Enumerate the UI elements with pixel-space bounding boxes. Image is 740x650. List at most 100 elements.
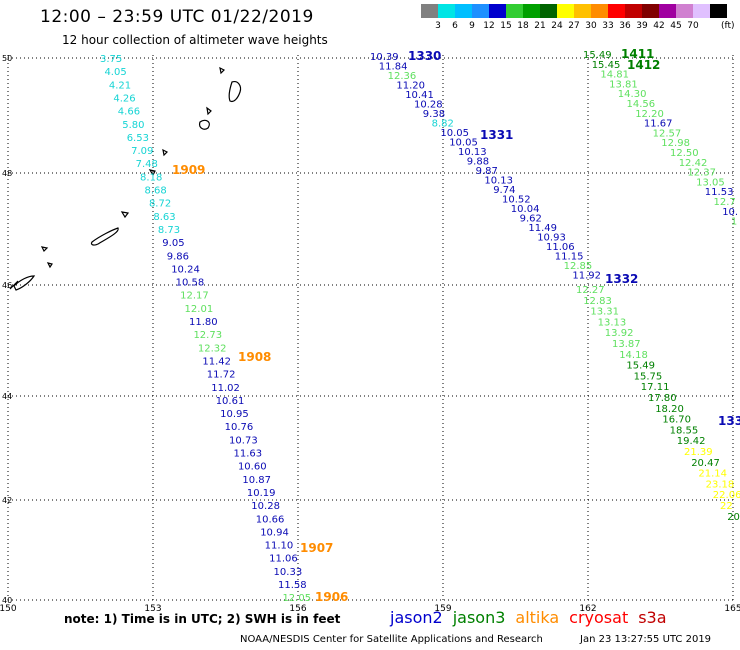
wave-height-value: 10.19 (247, 488, 276, 499)
wave-height-value: 11.63 (234, 449, 263, 460)
colorbar-cell (693, 4, 710, 18)
satellite-legend: jason2 jason3 altika cryosat s3a (390, 608, 677, 627)
wave-height-value: 8.82 (432, 119, 454, 130)
lon-label: 153 (144, 604, 161, 614)
colorbar-label: 21 (534, 21, 546, 31)
wave-height-value: 18.55 (670, 425, 699, 436)
wave-height-value: 12.17 (180, 291, 209, 302)
wave-height-value: 10.95 (220, 409, 249, 420)
colorbar-cell (608, 4, 625, 18)
wave-height-value: 10.87 (242, 475, 271, 486)
island-11 (46, 262, 53, 269)
island-5 (162, 148, 169, 157)
legend-item: cryosat (569, 608, 629, 627)
wave-height-value: 15.49 (583, 50, 612, 61)
lon-label: 156 (289, 604, 306, 614)
wave-height-value: 4.05 (104, 67, 126, 78)
wave-height-value: 11.92 (572, 271, 601, 282)
wave-height-value: 4.66 (118, 107, 140, 118)
wave-height-value: 10.04 (511, 204, 540, 215)
wave-height-value: 12.32 (198, 343, 227, 354)
lat-label: 50 (2, 54, 12, 63)
wave-height-value: 7.48 (136, 159, 158, 170)
lon-label: 162 (579, 604, 596, 614)
credit-line: NOAA/NESDIS Center for Satellite Applica… (240, 634, 543, 645)
colorbar-cell (455, 4, 472, 18)
wave-height-tracks: 3.75 4.05 4.21 4.26 4.66 5.80 6.53 7.09 7.48 8.18… (100, 50, 740, 604)
wave-height-value: 4.21 (109, 80, 131, 91)
colorbar-label: 70 (687, 21, 699, 31)
wave-height-value: 9.87 (476, 166, 498, 177)
legend-item: s3a (638, 608, 667, 627)
colorbar-label: 6 (452, 21, 458, 31)
wave-height-value: 9.05 (162, 238, 184, 249)
island-2 (219, 66, 226, 75)
wave-height-value: 11.67 (644, 119, 673, 130)
colorbar-label: 33 (602, 21, 614, 31)
colorbar-cell (574, 4, 591, 18)
pass-number: 1332 (605, 272, 638, 286)
island-3 (199, 119, 210, 130)
wave-height-value: 13.31 (590, 307, 619, 318)
colorbar-cell (506, 4, 523, 18)
wave-height-value: 10.33 (274, 567, 303, 578)
wave-height-value: 10.73 (229, 435, 258, 446)
wave-height-value: 9.88 (467, 157, 489, 168)
pass-number: 1907 (300, 541, 333, 555)
coastline (9, 66, 242, 291)
wave-height-value: 8.72 (149, 199, 171, 210)
wave-height-value: 10.93 (537, 233, 566, 244)
lon-label: 150 (0, 604, 17, 614)
wave-height-value: 22.06 (713, 490, 740, 501)
wave-height-value: 7.09 (131, 146, 153, 157)
lat-label: 40 (2, 596, 12, 605)
pass-number: 1331 (480, 128, 513, 142)
track-d: 15.4915.4514.8113.8114.3014.5612.2011.67… (583, 50, 738, 228)
colorbar-cell (540, 4, 557, 18)
wave-height-value: 12.27 (576, 285, 605, 296)
colorbar-label: 15 (500, 21, 512, 31)
wave-height-value: 12.73 (193, 330, 222, 341)
island-12 (9, 280, 19, 290)
footnote: note: 1) Time is in UTC; 2) SWH is in fe… (64, 612, 341, 626)
colorbar-label: 42 (653, 21, 665, 31)
wave-height-value: 11.15 (555, 252, 584, 263)
colorbar-label: 18 (517, 21, 529, 31)
wave-height-value: 11.10 (265, 541, 294, 552)
wave-height-value: 22 (720, 501, 733, 512)
colorbar (421, 4, 727, 18)
wave-height-value: 11.84 (379, 62, 408, 73)
wave-height-value: 4.26 (113, 93, 135, 104)
wave-height-value: 5.80 (122, 120, 144, 131)
wave-height-value: 18.20 (655, 404, 684, 415)
island-1 (228, 81, 242, 103)
track-b: 10.3911.8412.3611.2010.4110.289.388.8210… (370, 52, 601, 282)
wave-height-value: 12.85 (564, 261, 593, 272)
wave-height-value: 10.76 (225, 422, 254, 433)
wave-height-value: 10.60 (238, 462, 267, 473)
wave-height-value: 10.61 (216, 396, 245, 407)
lon-label: 165 (724, 604, 740, 614)
wave-height-value: 23.18 (706, 479, 735, 490)
island-6 (148, 169, 156, 177)
wave-height-value: 12.05 (282, 593, 311, 604)
pass-number: 1909 (172, 163, 205, 177)
wave-height-value: 8.68 (145, 186, 167, 197)
colorbar-label: 27 (568, 21, 580, 31)
wave-height-value: 11.06 (546, 242, 575, 253)
colorbar-cell (591, 4, 608, 18)
wave-height-value: 11.02 (211, 383, 240, 394)
colorbar-label: 39 (636, 21, 648, 31)
wave-height-value: 12.7 (714, 197, 736, 208)
wave-height-value: 10.13 (484, 176, 513, 187)
wave-height-value: 12.01 (185, 304, 214, 315)
pass-number: 1330 (408, 49, 441, 63)
wave-height-value: 10. (722, 207, 738, 218)
colorbar-cell (472, 4, 489, 18)
wave-height-value: 13.81 (609, 79, 638, 90)
wave-height-value: 15.49 (626, 361, 655, 372)
wave-height-value: 13.92 (605, 328, 634, 339)
wave-height-value: 8.73 (158, 225, 180, 236)
